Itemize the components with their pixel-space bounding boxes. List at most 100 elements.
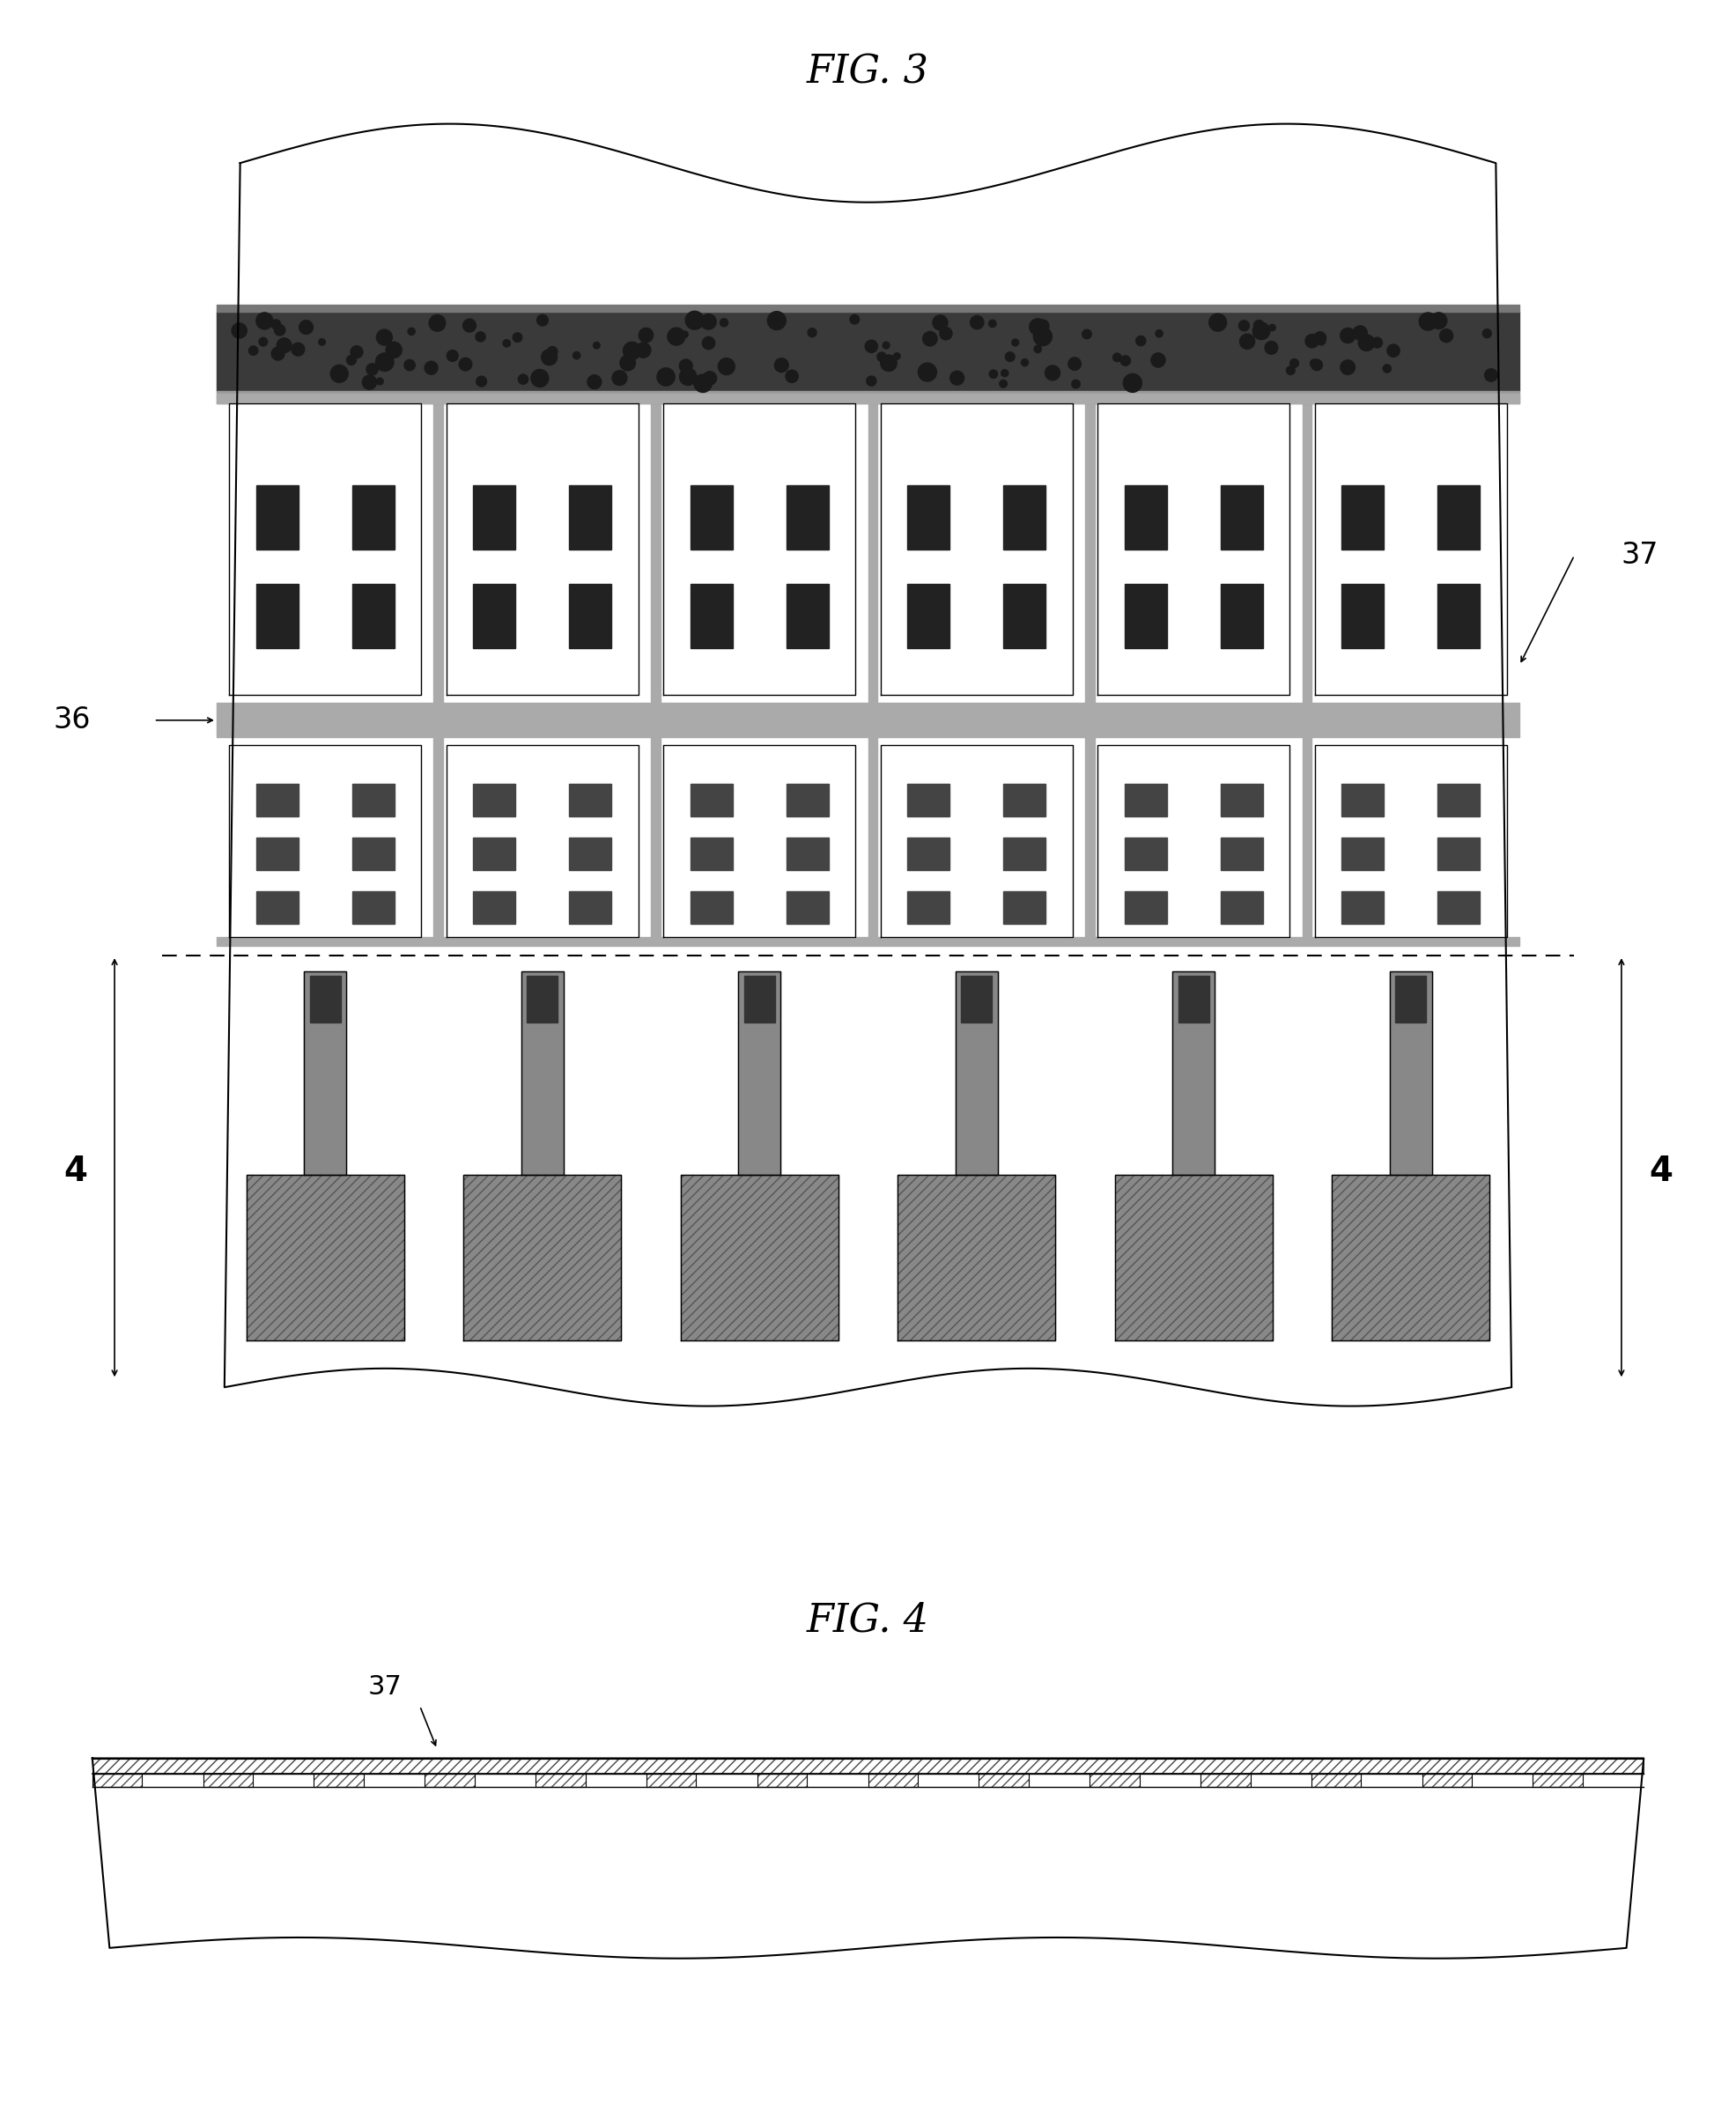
Polygon shape — [352, 783, 394, 817]
Circle shape — [703, 372, 717, 384]
Circle shape — [877, 353, 885, 361]
Polygon shape — [247, 1176, 404, 1340]
Polygon shape — [691, 838, 733, 870]
Polygon shape — [1396, 975, 1427, 1022]
Circle shape — [1082, 329, 1092, 338]
Circle shape — [347, 355, 356, 365]
Polygon shape — [1220, 783, 1262, 817]
Polygon shape — [255, 838, 299, 870]
Polygon shape — [880, 745, 1073, 937]
Polygon shape — [352, 838, 394, 870]
Polygon shape — [898, 1176, 1055, 1340]
Circle shape — [1000, 380, 1007, 388]
Polygon shape — [1125, 783, 1167, 817]
Circle shape — [1036, 319, 1049, 331]
Polygon shape — [1332, 1176, 1489, 1340]
Polygon shape — [255, 585, 299, 648]
Polygon shape — [1115, 1176, 1272, 1340]
Polygon shape — [1437, 585, 1481, 648]
Circle shape — [882, 342, 889, 348]
Text: 4: 4 — [1649, 1155, 1672, 1188]
Circle shape — [679, 367, 696, 386]
Circle shape — [503, 340, 510, 346]
Polygon shape — [786, 486, 828, 549]
Circle shape — [1371, 338, 1382, 348]
Polygon shape — [962, 975, 991, 1022]
Circle shape — [939, 327, 951, 340]
Polygon shape — [1437, 838, 1481, 870]
Polygon shape — [569, 783, 611, 817]
Polygon shape — [1200, 1773, 1250, 1788]
Polygon shape — [1220, 838, 1262, 870]
Circle shape — [1071, 380, 1080, 388]
Polygon shape — [880, 403, 1073, 695]
Polygon shape — [691, 486, 733, 549]
Circle shape — [1483, 329, 1491, 338]
Circle shape — [271, 319, 281, 329]
Polygon shape — [757, 1773, 807, 1788]
Polygon shape — [681, 1176, 838, 1340]
Circle shape — [319, 338, 325, 346]
Circle shape — [404, 359, 415, 372]
Polygon shape — [1332, 1176, 1489, 1340]
Polygon shape — [474, 891, 516, 923]
Polygon shape — [1314, 745, 1507, 937]
Circle shape — [1033, 327, 1052, 346]
Circle shape — [446, 350, 458, 361]
Polygon shape — [314, 1773, 365, 1788]
Circle shape — [1240, 321, 1250, 331]
Circle shape — [1286, 365, 1295, 374]
Circle shape — [1021, 359, 1028, 365]
Circle shape — [786, 369, 799, 382]
Circle shape — [703, 338, 715, 350]
Circle shape — [363, 376, 377, 388]
Circle shape — [1005, 353, 1016, 361]
Polygon shape — [464, 1176, 621, 1340]
Circle shape — [1318, 338, 1325, 344]
Circle shape — [377, 329, 392, 346]
Polygon shape — [1003, 891, 1045, 923]
Circle shape — [865, 340, 878, 353]
Polygon shape — [1220, 891, 1262, 923]
Circle shape — [274, 325, 285, 336]
Circle shape — [1484, 369, 1498, 382]
Circle shape — [774, 359, 788, 372]
Circle shape — [1387, 344, 1399, 357]
Circle shape — [880, 355, 898, 372]
Circle shape — [701, 315, 717, 329]
Polygon shape — [1311, 1773, 1361, 1788]
Circle shape — [1208, 315, 1227, 331]
Circle shape — [542, 350, 557, 365]
Circle shape — [1029, 319, 1045, 336]
Circle shape — [351, 346, 363, 359]
Circle shape — [1135, 336, 1146, 346]
Circle shape — [1045, 365, 1061, 380]
Circle shape — [259, 338, 267, 346]
Circle shape — [990, 369, 998, 378]
Circle shape — [1123, 374, 1142, 393]
Polygon shape — [569, 486, 611, 549]
Polygon shape — [474, 486, 516, 549]
Polygon shape — [446, 745, 639, 937]
Circle shape — [613, 372, 627, 386]
Polygon shape — [1220, 585, 1262, 648]
Circle shape — [970, 317, 984, 329]
Circle shape — [587, 376, 601, 388]
Polygon shape — [738, 971, 781, 1176]
Circle shape — [1035, 346, 1042, 353]
Circle shape — [1418, 312, 1437, 329]
Circle shape — [635, 342, 651, 357]
Circle shape — [1120, 355, 1130, 365]
Circle shape — [519, 374, 528, 384]
Circle shape — [639, 327, 653, 342]
Polygon shape — [255, 783, 299, 817]
Circle shape — [918, 363, 937, 382]
Polygon shape — [1437, 486, 1481, 549]
Polygon shape — [569, 891, 611, 923]
Circle shape — [1269, 325, 1276, 331]
Polygon shape — [955, 971, 998, 1176]
Circle shape — [620, 355, 635, 372]
Circle shape — [408, 327, 415, 336]
Circle shape — [720, 319, 727, 327]
Circle shape — [1151, 353, 1165, 367]
